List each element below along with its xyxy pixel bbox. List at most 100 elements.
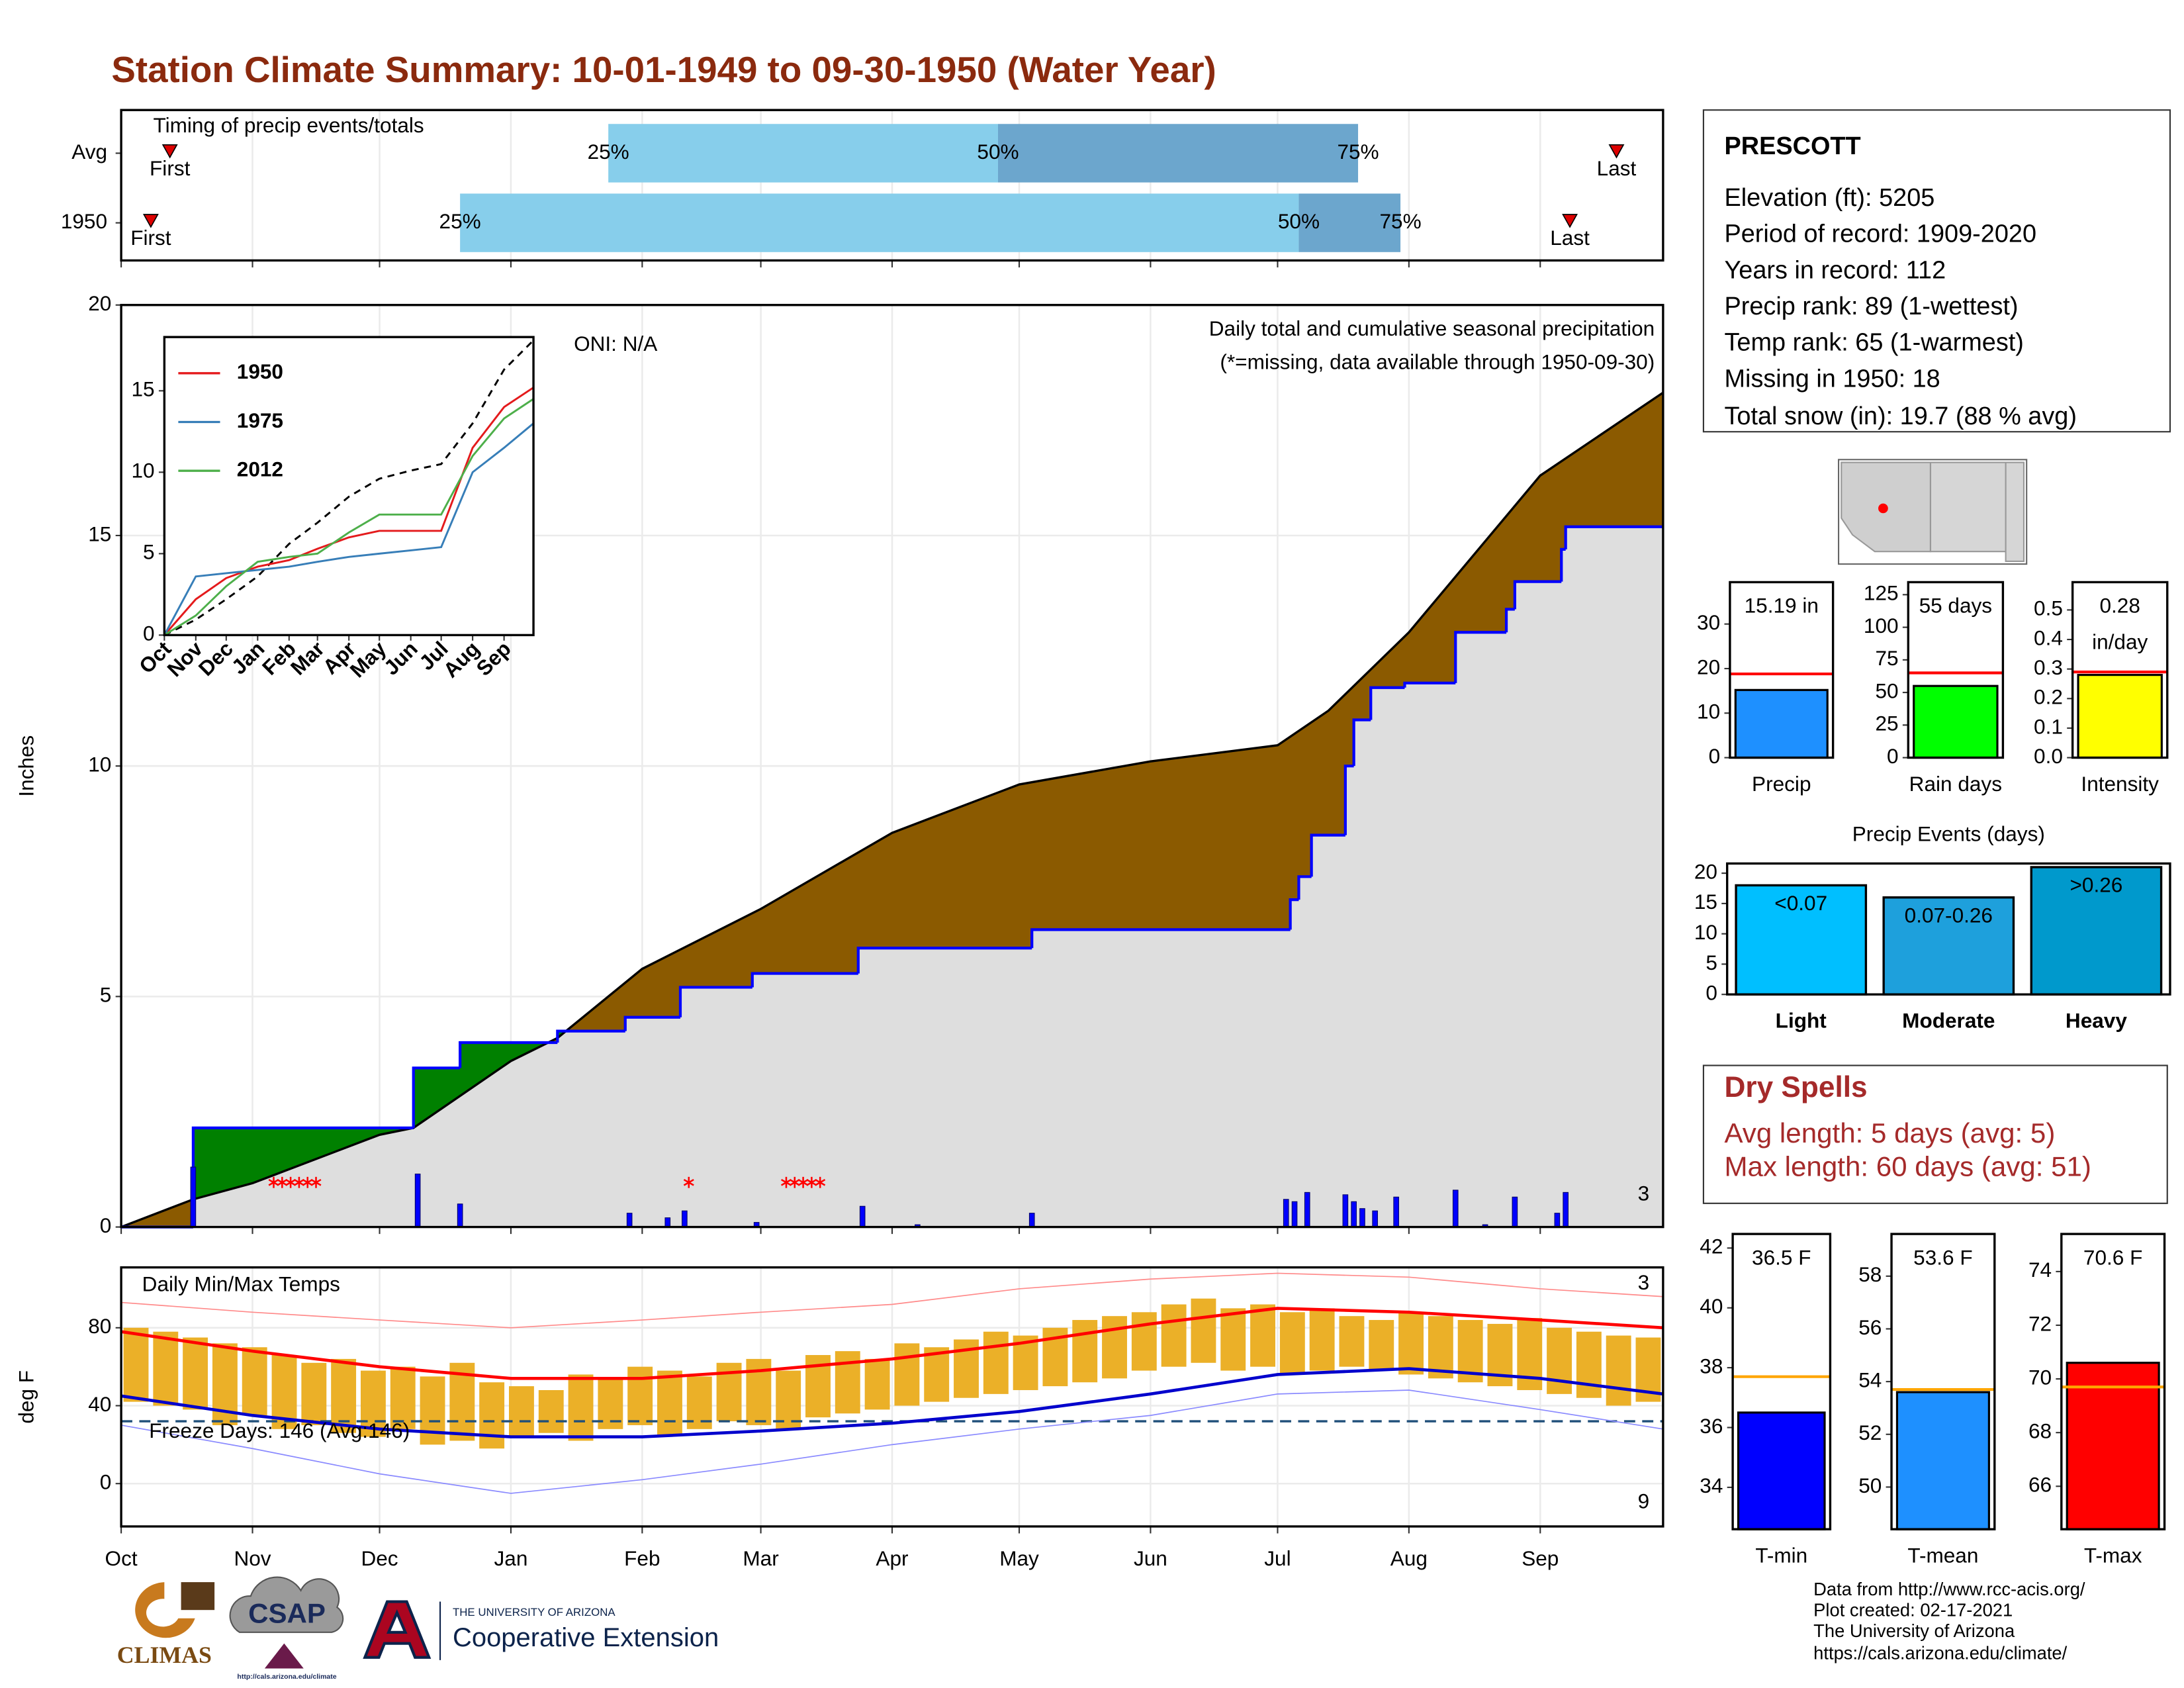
value-label: 36.5 F xyxy=(1752,1245,1811,1269)
csap-logo: CSAP http://cals.arizona.edu/climate xyxy=(229,1576,344,1681)
bar xyxy=(1913,684,1999,759)
missing-stroke xyxy=(310,1178,322,1186)
y-tick-label: 30 xyxy=(1697,610,1720,634)
x-tick-label: Aug xyxy=(1390,1546,1428,1570)
bar xyxy=(1895,1391,1990,1530)
marker-label: First xyxy=(130,226,171,250)
y-tick-label: 0.4 xyxy=(2034,626,2063,649)
temp-range-bar xyxy=(1131,1312,1157,1371)
y-tick-label: 68 xyxy=(2028,1419,2052,1443)
temp-range-bar xyxy=(627,1366,653,1425)
temp-range-bar xyxy=(538,1389,564,1433)
y-tick-label: 56 xyxy=(1858,1315,1882,1339)
average-line xyxy=(120,391,1664,1229)
temp-range-bar xyxy=(657,1370,682,1435)
plot-frame xyxy=(163,336,535,637)
temp-range-bar xyxy=(479,1382,505,1449)
daily-bar xyxy=(1028,1213,1035,1228)
y-tick-label: 125 xyxy=(1864,581,1899,605)
temp-range-bar xyxy=(1220,1308,1246,1371)
logo-text: CSAP xyxy=(248,1598,326,1629)
missing-marker xyxy=(285,1176,296,1188)
temp-range-bar xyxy=(390,1366,416,1429)
y-tick-label: 0 xyxy=(143,622,155,645)
daily-bar xyxy=(190,1166,197,1228)
x-tick-label: Apr xyxy=(876,1546,908,1570)
y-tick-label: 42 xyxy=(1700,1235,1723,1258)
station-line: Temp rank: 65 (1-warmest) xyxy=(1724,329,2023,357)
marker-label: Last xyxy=(1597,156,1637,180)
bin-label: <0.07 xyxy=(1774,891,1827,915)
temp-range-bar xyxy=(1339,1316,1365,1367)
y-tick-label: 5 xyxy=(1706,951,1717,974)
x-tick-label: Sep xyxy=(1522,1546,1559,1570)
oni-label: ONI: N/A xyxy=(574,332,657,355)
x-label: T-max xyxy=(2084,1544,2142,1568)
y-tick-label: 0.0 xyxy=(2034,744,2063,768)
daily-bar xyxy=(1283,1199,1289,1228)
marker-label: First xyxy=(150,156,191,180)
legend-label: 2012 xyxy=(237,457,283,481)
x-tick-label: Dec xyxy=(361,1546,398,1570)
x-label: T-min xyxy=(1755,1544,1807,1568)
temp-range-bar xyxy=(1576,1331,1602,1398)
x-tick-label: Jan xyxy=(494,1546,528,1570)
y-axis-title: Inches xyxy=(14,735,38,797)
plot-frame xyxy=(120,304,1664,1229)
station-line: Missing in 1950: 18 xyxy=(1724,365,1940,393)
y-tick-label: 15 xyxy=(132,377,155,401)
daily-bar xyxy=(1304,1192,1310,1228)
missing-marker xyxy=(293,1176,304,1188)
y-tick-label: 72 xyxy=(2028,1311,2052,1335)
y-tick-label: 10 xyxy=(132,459,155,483)
observed-step xyxy=(459,1041,558,1068)
observed-step xyxy=(1352,718,1371,767)
missing-marker xyxy=(815,1176,826,1188)
y-tick-label: 0.5 xyxy=(2034,596,2063,620)
station-line: Years in record: 112 xyxy=(1724,256,1946,284)
y-tick-label: 0 xyxy=(1709,744,1721,768)
temp-range-bar xyxy=(1250,1304,1275,1367)
value-label: 55 days xyxy=(1919,594,1993,618)
y-tick-label: 40 xyxy=(88,1392,111,1416)
temp-range-bar xyxy=(568,1374,594,1441)
bin-label: 0.07-0.26 xyxy=(1905,904,1993,927)
x-tick-label: Mar xyxy=(743,1546,778,1570)
y-tick-label: 50 xyxy=(1858,1474,1882,1497)
y-tick-label: 52 xyxy=(1858,1421,1882,1444)
y-tick-label: 20 xyxy=(1694,859,1717,883)
temp-range-bar xyxy=(1161,1304,1187,1367)
y-tick-label: 0 xyxy=(100,1470,112,1494)
temp-range-bar xyxy=(1072,1320,1098,1383)
temp-line xyxy=(120,1367,1664,1438)
dry-spells-box xyxy=(1702,1064,2168,1204)
missing-stroke xyxy=(683,1178,694,1186)
percentile-label: 75% xyxy=(1337,140,1379,164)
x-tick-label: Nov xyxy=(234,1546,271,1570)
y-axis-title: deg F xyxy=(14,1370,38,1424)
series-line xyxy=(163,387,534,636)
x-tick-label: Jun xyxy=(1134,1546,1167,1570)
station-line: Precip rank: 89 (1-wettest) xyxy=(1724,293,2018,320)
logo-shape xyxy=(181,1582,215,1611)
credit-line: The University of Arizona xyxy=(1813,1620,2015,1641)
temp-range-bar xyxy=(1279,1312,1305,1375)
y-tick-label: 38 xyxy=(1700,1354,1723,1378)
temp-range-bar xyxy=(1309,1308,1335,1371)
y-tick-label: 5 xyxy=(100,983,112,1007)
timing-bar xyxy=(1298,193,1401,252)
plot-frame xyxy=(1907,581,2005,759)
dry-spells-line: Avg length: 5 days (avg: 5) xyxy=(1724,1117,2055,1149)
temp-range-bar xyxy=(864,1358,890,1410)
daily-bar xyxy=(1554,1213,1561,1228)
temp-range-bar xyxy=(1398,1312,1424,1375)
observed-step xyxy=(751,972,858,988)
row-label: Avg xyxy=(71,140,107,164)
percentile-label: 75% xyxy=(1379,209,1421,233)
timing-bar xyxy=(608,124,999,183)
observed-step xyxy=(678,986,752,1017)
x-label: T-mean xyxy=(1907,1544,1978,1568)
observed-step xyxy=(1369,686,1405,720)
daily-bar xyxy=(626,1213,633,1228)
missing-marker xyxy=(780,1176,792,1188)
